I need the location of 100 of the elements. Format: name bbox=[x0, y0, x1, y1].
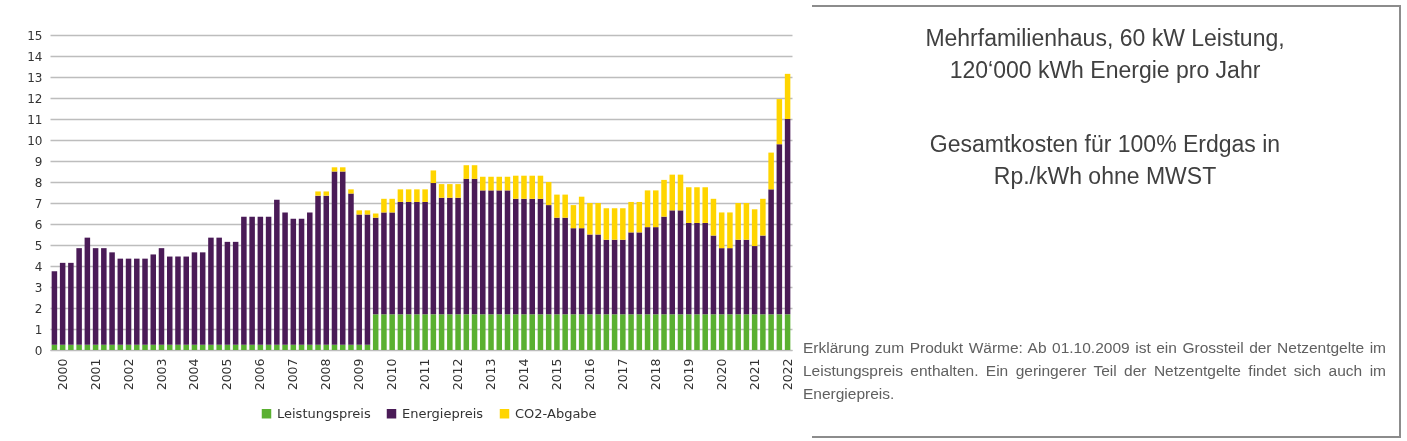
bar bbox=[768, 189, 774, 315]
bar bbox=[447, 197, 453, 315]
text: Mehrfamilienhaus, 60 kW Leistung, 120‘000 kWh Energie pro Jahr bbox=[924, 24, 1286, 85]
bar bbox=[620, 314, 626, 350]
bar bbox=[620, 208, 626, 240]
legend-label: CO2-Abgabe bbox=[515, 405, 597, 421]
bar bbox=[710, 198, 717, 236]
bar bbox=[224, 241, 231, 345]
bar bbox=[677, 210, 684, 315]
bar bbox=[471, 314, 478, 350]
y-tick-label: 0 bbox=[34, 343, 43, 358]
bar bbox=[710, 314, 717, 350]
bar bbox=[545, 205, 552, 315]
bar bbox=[661, 314, 667, 350]
bar bbox=[216, 237, 222, 345]
bar bbox=[702, 222, 708, 315]
bar bbox=[595, 314, 601, 350]
bar bbox=[422, 314, 428, 350]
bar bbox=[315, 195, 321, 345]
bar bbox=[727, 248, 733, 315]
bar bbox=[578, 314, 585, 350]
bar bbox=[216, 344, 222, 350]
x-tick-label: 2013 bbox=[483, 358, 499, 391]
y-tick-label: 7 bbox=[34, 196, 43, 211]
bar bbox=[768, 314, 774, 350]
bar bbox=[109, 344, 115, 350]
bar bbox=[521, 175, 527, 199]
bar bbox=[760, 314, 766, 350]
bar bbox=[455, 197, 461, 315]
bar bbox=[471, 165, 478, 179]
bar bbox=[521, 198, 527, 315]
bar bbox=[611, 314, 618, 350]
bar bbox=[422, 189, 428, 202]
bar bbox=[364, 210, 371, 215]
bar bbox=[751, 246, 758, 315]
bar bbox=[438, 197, 445, 315]
x-tick-label: 2012 bbox=[450, 358, 466, 391]
bar bbox=[743, 314, 750, 350]
y-tick-label: 14 bbox=[27, 49, 43, 64]
bar bbox=[348, 193, 354, 345]
bar bbox=[677, 314, 684, 350]
bar bbox=[653, 190, 659, 228]
bar bbox=[776, 314, 783, 350]
bar bbox=[718, 248, 725, 315]
bar bbox=[784, 314, 791, 350]
bar bbox=[282, 212, 288, 345]
bar bbox=[199, 252, 206, 345]
bar bbox=[537, 314, 544, 350]
bar bbox=[463, 178, 470, 315]
legend-label: Leistungspreis bbox=[277, 405, 371, 421]
bar bbox=[125, 258, 132, 345]
bar bbox=[578, 228, 585, 315]
bar bbox=[512, 314, 519, 350]
bar bbox=[348, 189, 354, 194]
x-tick-label: 2017 bbox=[614, 358, 630, 391]
bar bbox=[545, 182, 552, 206]
bar bbox=[348, 344, 354, 350]
bar bbox=[298, 218, 305, 345]
x-tick-label: 2003 bbox=[153, 358, 169, 391]
x-tick-label: 2006 bbox=[252, 358, 268, 391]
bar bbox=[414, 201, 420, 315]
bar bbox=[480, 190, 486, 315]
bar bbox=[315, 344, 321, 350]
bar bbox=[504, 314, 511, 350]
bar bbox=[595, 234, 601, 315]
bar bbox=[471, 178, 478, 315]
bar bbox=[529, 175, 535, 199]
y-tick-label: 1 bbox=[34, 322, 43, 337]
bar bbox=[134, 258, 140, 345]
bar bbox=[455, 314, 461, 350]
bar bbox=[438, 314, 445, 350]
bar bbox=[447, 314, 453, 350]
x-tick-label: 2001 bbox=[87, 358, 103, 391]
bar bbox=[59, 262, 66, 345]
bar bbox=[685, 187, 692, 223]
bar bbox=[405, 201, 412, 315]
bar bbox=[587, 203, 593, 235]
bar bbox=[447, 184, 453, 198]
bar bbox=[364, 214, 371, 345]
bar bbox=[628, 314, 634, 350]
bar bbox=[331, 171, 338, 345]
y-tick-label: 5 bbox=[34, 238, 43, 253]
bar bbox=[718, 314, 725, 350]
bar bbox=[512, 175, 519, 199]
y-tick-label: 6 bbox=[34, 217, 43, 232]
bar bbox=[554, 217, 560, 315]
bar bbox=[529, 314, 535, 350]
x-tick-label: 2010 bbox=[384, 358, 400, 391]
bar bbox=[611, 239, 618, 315]
bar bbox=[669, 314, 676, 350]
x-tick-label: 2011 bbox=[417, 358, 433, 391]
bar bbox=[718, 212, 725, 249]
bar bbox=[554, 194, 560, 218]
bar bbox=[257, 216, 264, 345]
bar bbox=[389, 198, 395, 213]
bar bbox=[537, 198, 544, 315]
bar bbox=[241, 216, 247, 345]
bar bbox=[323, 191, 330, 196]
bar bbox=[760, 198, 766, 236]
y-tick-label: 3 bbox=[34, 280, 43, 295]
